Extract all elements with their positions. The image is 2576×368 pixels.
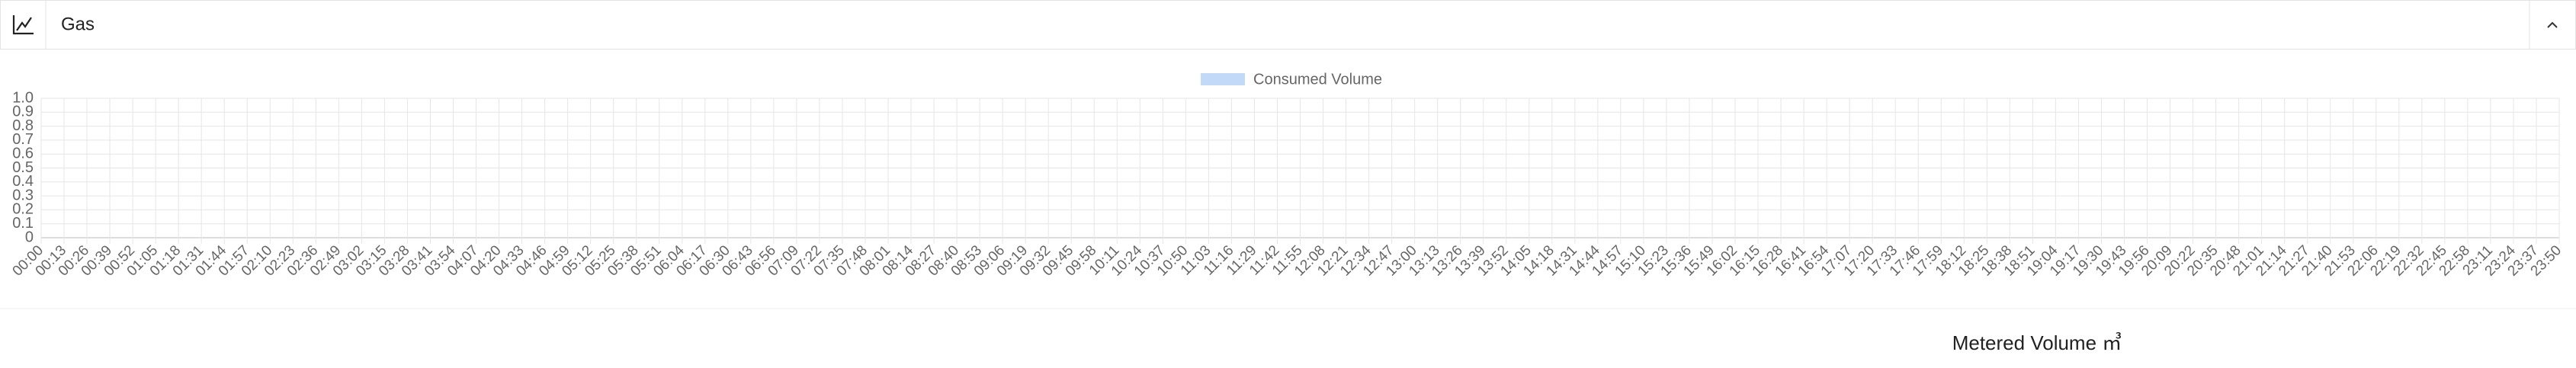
header-bar	[0, 0, 2576, 50]
chart-icon	[12, 15, 34, 35]
legend-swatch	[1201, 73, 1245, 85]
x-axis-label: Metered Volume ㎥	[1952, 331, 2122, 354]
legend-label: Consumed Volume	[1253, 71, 1382, 88]
y-tick-label: 0.8	[12, 117, 34, 134]
y-tick-label: 0.6	[12, 145, 34, 162]
collapse-button[interactable]	[2547, 21, 2558, 28]
y-tick-label: 0.5	[12, 159, 34, 176]
header-title: Gas	[61, 14, 95, 34]
y-tick-label: 1.0	[12, 89, 34, 106]
y-tick-label: 0.1	[12, 215, 34, 232]
y-tick-label: 0.2	[12, 201, 34, 218]
y-tick-label: 0	[25, 229, 34, 245]
y-tick-label: 0.7	[12, 131, 34, 148]
y-tick-label: 0.4	[12, 173, 34, 190]
y-tick-label: 0.3	[12, 187, 34, 203]
y-tick-label: 0.9	[12, 104, 34, 120]
